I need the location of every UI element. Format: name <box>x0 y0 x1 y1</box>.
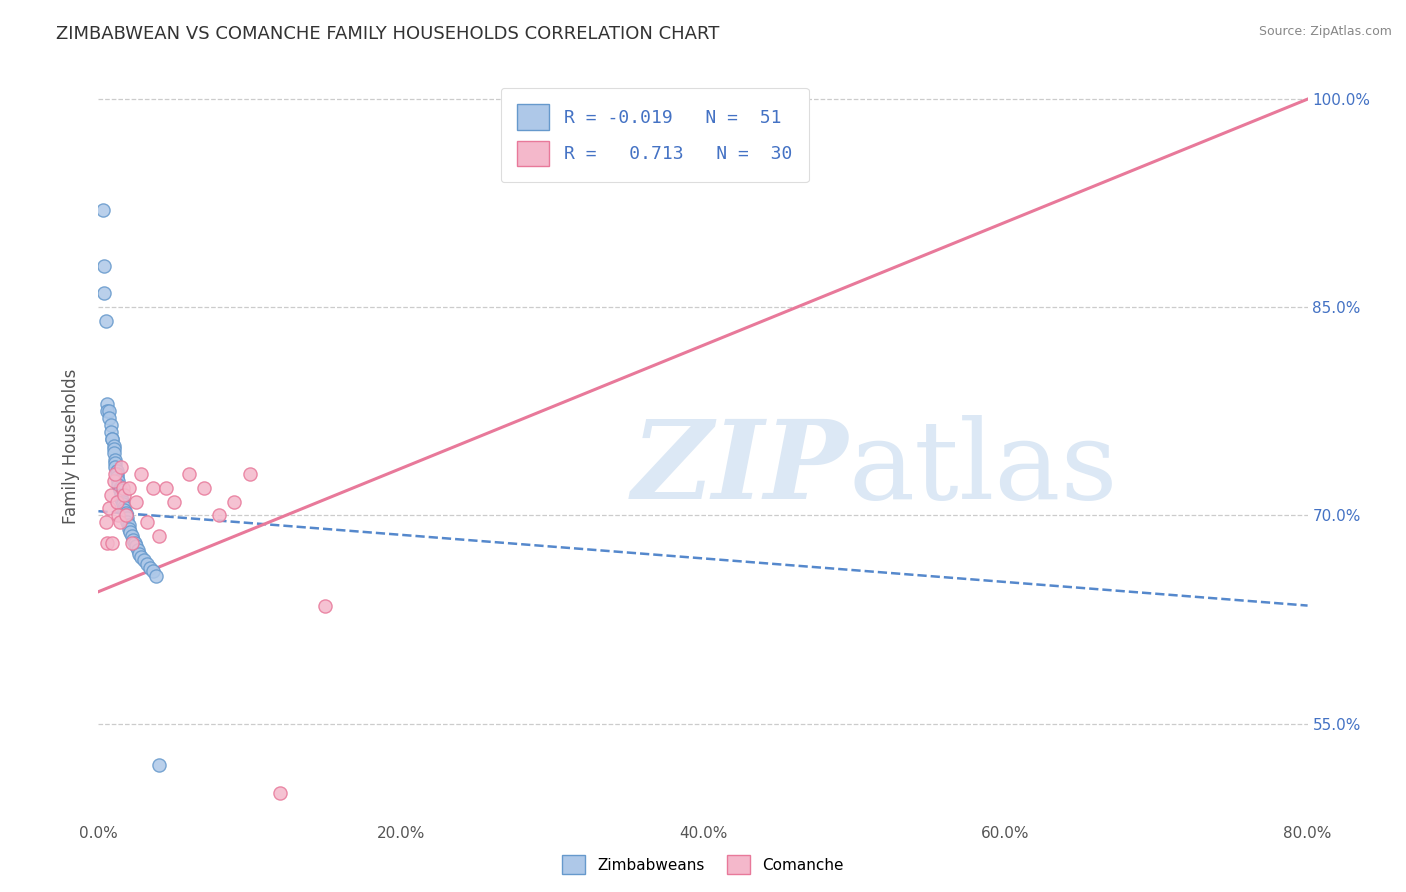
Point <box>98 501 121 516</box>
Point <box>129 549 152 564</box>
Point <box>108 516 131 530</box>
Point <box>132 553 155 567</box>
Point <box>112 487 135 501</box>
Text: atlas: atlas <box>848 415 1118 522</box>
Point <box>101 536 124 550</box>
Point <box>118 518 141 533</box>
Point <box>112 500 135 514</box>
Point <box>107 478 129 492</box>
Legend: Zimbabweans, Comanche: Zimbabweans, Comanche <box>555 849 851 880</box>
Point <box>155 481 177 495</box>
Point <box>103 439 125 453</box>
Point <box>105 494 128 508</box>
Point <box>135 516 157 530</box>
Point <box>124 536 146 550</box>
Point <box>101 432 124 446</box>
Point <box>122 533 145 548</box>
Point <box>103 474 125 488</box>
Point <box>105 469 128 483</box>
Point <box>91 203 114 218</box>
Point <box>110 491 132 506</box>
Point <box>148 529 170 543</box>
Point <box>115 511 138 525</box>
Point <box>108 483 131 498</box>
Legend: R = -0.019   N =  51, R =   0.713   N =  30: R = -0.019 N = 51, R = 0.713 N = 30 <box>501 88 808 182</box>
Point <box>114 508 136 523</box>
Point <box>104 453 127 467</box>
Point <box>163 494 186 508</box>
Point <box>111 497 134 511</box>
Point <box>105 467 128 481</box>
Point <box>107 474 129 488</box>
Point <box>193 481 215 495</box>
Point <box>179 467 201 481</box>
Point <box>125 539 148 553</box>
Point <box>96 404 118 418</box>
Point <box>100 418 122 433</box>
Point <box>104 467 127 481</box>
Point <box>269 786 291 800</box>
Point <box>111 494 134 508</box>
Point <box>125 494 148 508</box>
Point <box>93 259 115 273</box>
Text: Source: ZipAtlas.com: Source: ZipAtlas.com <box>1258 25 1392 38</box>
Point <box>239 467 262 481</box>
Point <box>110 459 132 474</box>
Point <box>105 464 128 478</box>
Point <box>100 487 122 501</box>
Point <box>118 522 141 536</box>
Point <box>94 314 117 328</box>
Point <box>121 536 143 550</box>
Point <box>103 446 125 460</box>
Point <box>115 516 138 530</box>
Point <box>93 286 115 301</box>
Point <box>118 481 141 495</box>
Point <box>107 508 129 523</box>
Point <box>114 508 136 523</box>
Point <box>224 494 246 508</box>
Point <box>101 432 124 446</box>
Point <box>145 569 167 583</box>
Text: ZIP: ZIP <box>631 415 848 522</box>
Point <box>129 467 152 481</box>
Point <box>104 456 127 470</box>
Point <box>104 459 127 474</box>
Point <box>96 536 118 550</box>
Point <box>103 442 125 456</box>
Point <box>142 481 165 495</box>
Point <box>111 481 134 495</box>
Point <box>120 524 142 539</box>
Point <box>98 411 121 425</box>
Point <box>139 561 162 575</box>
Point <box>94 516 117 530</box>
Point <box>142 564 165 578</box>
Point <box>100 425 122 439</box>
Point <box>110 487 132 501</box>
Point <box>96 397 118 411</box>
Point <box>314 599 336 613</box>
Point <box>128 547 150 561</box>
Point <box>98 404 121 418</box>
Point <box>148 758 170 772</box>
Point <box>108 481 131 495</box>
Point <box>127 543 149 558</box>
Point <box>135 557 157 571</box>
Point <box>208 508 231 523</box>
Point <box>112 503 135 517</box>
Text: ZIMBABWEAN VS COMANCHE FAMILY HOUSEHOLDS CORRELATION CHART: ZIMBABWEAN VS COMANCHE FAMILY HOUSEHOLDS… <box>56 25 720 43</box>
Y-axis label: Family Households: Family Households <box>62 368 80 524</box>
Point <box>114 506 136 520</box>
Point <box>121 529 143 543</box>
